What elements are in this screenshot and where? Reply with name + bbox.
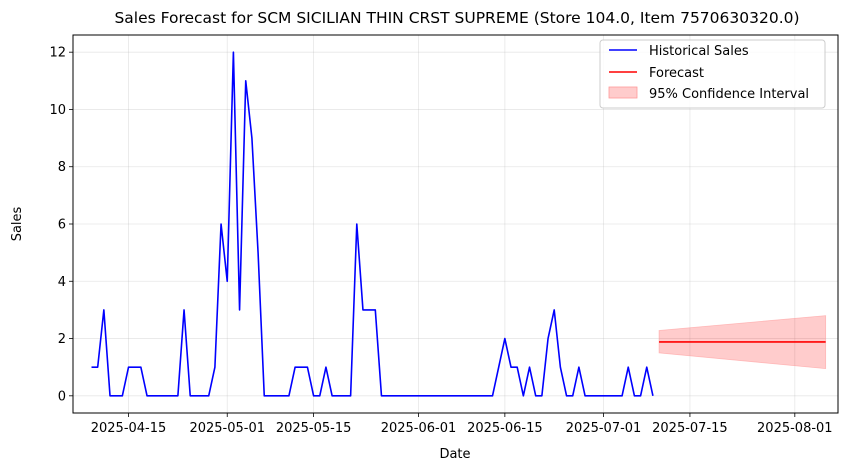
x-axis-ticks: 2025-04-15 2025-05-01 2025-05-15 2025-06-01…: [91, 413, 833, 436]
x-axis-label: Date: [439, 447, 470, 462]
chart-title: Sales Forecast for SCM SICILIAN THIN CRS…: [114, 9, 799, 27]
legend-forecast-label: Forecast: [649, 66, 704, 81]
y-tick-label: 8: [58, 160, 66, 175]
x-tick-label: 2025-06-01: [381, 421, 457, 436]
y-tick-label: 4: [58, 275, 66, 290]
series-layer: [91, 51, 826, 397]
x-tick-label: 2025-05-15: [276, 421, 352, 436]
y-tick-label: 12: [49, 46, 66, 61]
legend-ci-label: 95% Confidence Interval: [649, 87, 809, 102]
historical-sales-line: [91, 51, 654, 397]
x-tick-label: 2025-08-01: [757, 421, 833, 436]
legend-historical-label: Historical Sales: [649, 44, 749, 59]
x-tick-label: 2025-07-01: [566, 421, 642, 436]
y-tick-label: 0: [58, 389, 66, 404]
y-tick-label: 6: [58, 218, 66, 233]
y-axis-label: Sales: [10, 206, 25, 241]
x-tick-label: 2025-07-15: [652, 421, 728, 436]
y-tick-label: 2: [58, 332, 66, 347]
y-tick-label: 10: [49, 103, 66, 118]
legend-box: [599, 39, 826, 109]
x-tick-label: 2025-04-15: [91, 421, 167, 436]
legend: Historical Sales Forecast 95% Confidence…: [599, 39, 826, 109]
x-tick-label: 2025-05-01: [189, 421, 265, 436]
x-tick-label: 2025-06-15: [467, 421, 543, 436]
legend-ci-swatch: [608, 86, 638, 99]
y-axis-ticks: 0 2 4 6 8 10 12: [49, 46, 73, 404]
